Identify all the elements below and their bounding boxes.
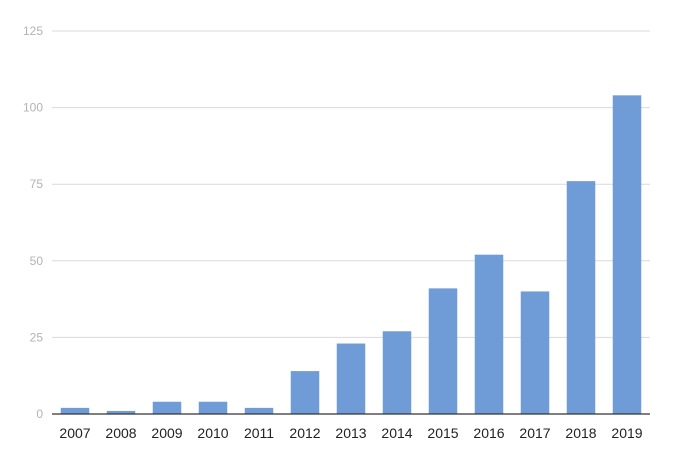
bar-2016	[474, 254, 504, 414]
bar-2015	[428, 288, 458, 414]
x-tick-label: 2017	[519, 425, 550, 441]
x-tick-label: 2007	[59, 425, 90, 441]
bar-2017	[520, 291, 550, 414]
bar-2013	[336, 343, 366, 414]
x-axis-tick-labels: 2007 2008 2009 2010 2011 2012 2013 2014 2015 2016…	[59, 425, 642, 441]
y-tick-label: 50	[30, 254, 44, 268]
x-tick-label: 2012	[289, 425, 320, 441]
y-tick-label: 100	[23, 101, 43, 115]
y-tick-label: 125	[23, 24, 43, 38]
y-axis-tick-labels: 0 25 50 75 100 125	[23, 24, 43, 421]
x-tick-label: 2014	[381, 425, 412, 441]
x-tick-label: 2009	[151, 425, 182, 441]
x-tick-label: 2015	[427, 425, 458, 441]
bar-2009	[152, 401, 182, 414]
x-tick-label: 2010	[197, 425, 228, 441]
y-tick-label: 75	[30, 177, 44, 191]
x-tick-label: 2013	[335, 425, 366, 441]
bar-2008	[106, 410, 136, 414]
bar-2012	[290, 371, 320, 414]
bar-2007	[60, 407, 90, 414]
bar-2018	[566, 181, 596, 414]
y-tick-label: 25	[30, 330, 44, 344]
bar-2019	[612, 95, 642, 415]
x-tick-label: 2008	[105, 425, 136, 441]
bars	[60, 95, 642, 415]
y-tick-label: 0	[36, 407, 43, 421]
bar-2014	[382, 331, 412, 414]
bar-2010	[198, 401, 228, 414]
x-tick-label: 2018	[565, 425, 596, 441]
x-tick-label: 2019	[611, 425, 642, 441]
bar-2011	[244, 407, 274, 414]
x-tick-label: 2011	[244, 425, 274, 441]
x-tick-label: 2016	[473, 425, 504, 441]
gridlines	[52, 30, 650, 338]
